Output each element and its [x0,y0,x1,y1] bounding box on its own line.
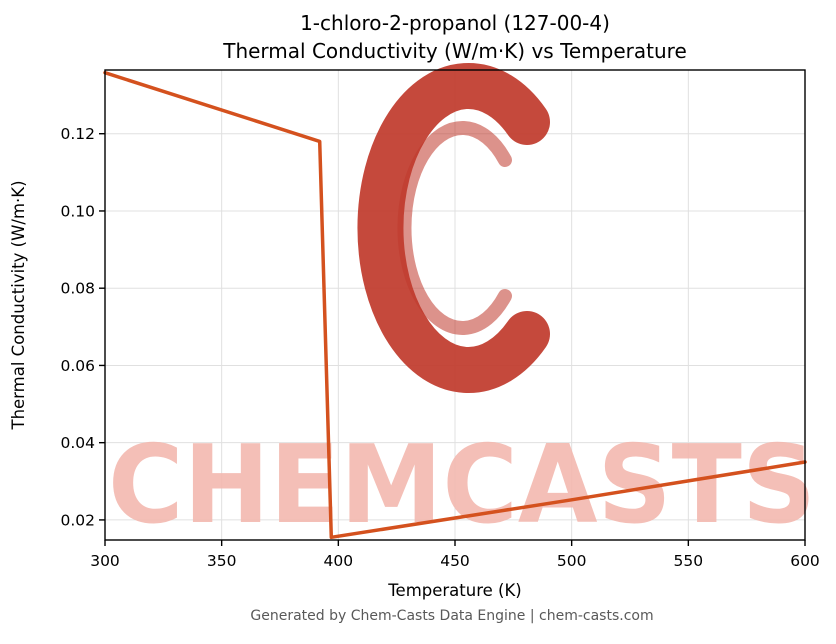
x-tick-label: 400 [324,552,354,570]
x-tick-label: 450 [440,552,470,570]
y-tick-label: 0.04 [60,434,95,452]
x-tick-label: 350 [207,552,237,570]
chart-title-line2: Thermal Conductivity (W/m·K) vs Temperat… [222,39,687,63]
axis-ticks: 300 350 400 450 500 550 600 0.02 0.04 0.06 0.08 0.1… [60,125,819,570]
y-axis-label: Thermal Conductivity (W/m·K) [9,180,28,430]
y-tick-label: 0.10 [60,202,95,220]
x-tick-label: 300 [90,552,120,570]
x-axis-label: Temperature (K) [387,581,521,600]
x-tick-label: 500 [557,552,587,570]
chart-title-line1: 1-chloro-2-propanol (127-00-4) [300,11,610,35]
chemcasts-c-logo-inner-stroke-icon [397,121,512,335]
y-tick-label: 0.12 [60,125,95,143]
series-line-thermal-conductivity [103,70,807,540]
chemcasts-c-logo-icon [357,63,550,393]
x-tick-label: 550 [674,552,704,570]
y-tick-label: 0.06 [60,357,95,375]
y-tick-label: 0.08 [60,280,95,298]
footer-credit: Generated by Chem-Casts Data Engine | ch… [250,608,653,624]
watermark: CHEMCASTS [108,63,816,548]
watermark-text: CHEMCASTS [108,423,816,548]
y-tick-label: 0.02 [60,511,95,529]
x-tick-label: 600 [790,552,820,570]
